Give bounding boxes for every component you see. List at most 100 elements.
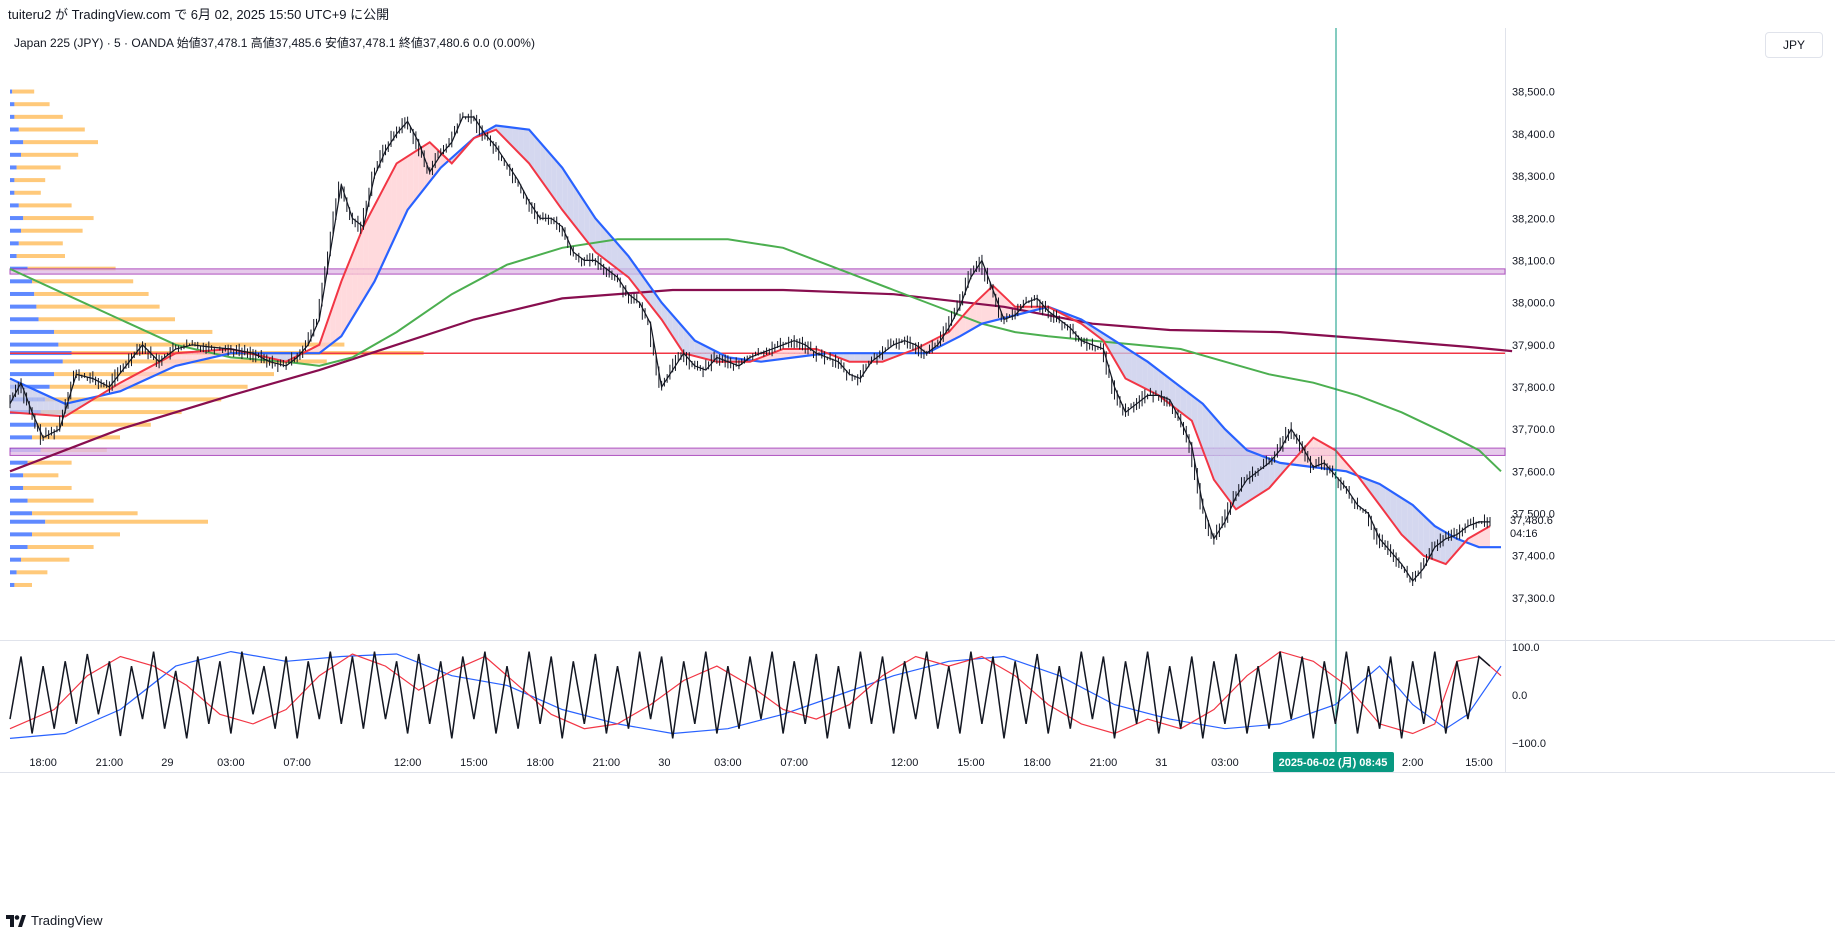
cloud-segment [148, 365, 154, 379]
cloud-segment [1191, 395, 1198, 436]
time-tick-label: 03:00 [714, 757, 742, 769]
cloud-segment [59, 401, 66, 417]
cloud-segment [683, 327, 690, 355]
ma-cloud [10, 125, 1490, 565]
cloud-segment [860, 353, 866, 362]
support-zone [9, 447, 1506, 456]
cloud-segment [1484, 526, 1490, 548]
vp-bar-orange [21, 152, 79, 157]
vp-bar-blue [10, 519, 46, 524]
cloud-segment [54, 398, 60, 417]
vp-bar-orange [36, 304, 160, 309]
cloud-segment [1208, 410, 1214, 480]
vp-bar-orange [18, 127, 85, 132]
cloud-segment [888, 353, 894, 360]
vp-bar-blue [10, 291, 35, 296]
cloud-segment [1092, 326, 1098, 337]
cloud-segment [352, 240, 358, 319]
publish-line: tuiteru2 が TradingView.com で 6月 02, 2025… [8, 7, 390, 22]
vp-bar-orange [21, 228, 83, 233]
vp-bar-orange [27, 460, 72, 465]
cloud-segment [595, 218, 601, 257]
cloud-segment [1224, 429, 1231, 502]
vp-bar-blue [10, 329, 54, 334]
cloud-segment [1329, 447, 1336, 470]
vp-bar-orange [23, 485, 72, 490]
vp-bar-orange [49, 384, 248, 389]
price-chart[interactable]: 38,500.0 38,400.0 38,300.0 38,200.0 38,100.0… [0, 0, 1835, 910]
cloud-segment [153, 362, 160, 376]
cloud-segment [197, 351, 204, 361]
cloud-segment [854, 353, 861, 362]
vp-bar-orange [54, 329, 213, 334]
time-tick-label: 31 [1155, 757, 1167, 769]
cloud-segment [501, 126, 508, 141]
cloud-segment [1241, 444, 1248, 506]
cloud-segment [1213, 416, 1220, 488]
vp-bar-blue [10, 422, 37, 427]
cloud-segment [606, 230, 612, 265]
ma-fast-line [9, 128, 1491, 566]
ma-long-line [9, 288, 1513, 473]
osc-tick-label: 0.0 [1512, 690, 1527, 702]
time-tick-label: 15:00 [957, 757, 985, 769]
price-tick-label: 37,300.0 [1512, 593, 1555, 605]
vp-bar-orange [45, 519, 209, 524]
cloud-segment [556, 161, 563, 210]
cloud-segment [1202, 403, 1209, 465]
price-tick-label: 37,600.0 [1512, 466, 1555, 478]
cloud-segment [330, 297, 336, 345]
cloud-segment [407, 152, 414, 210]
vp-bar-blue [10, 241, 19, 246]
cloud-segment [534, 136, 541, 179]
cloud-segment [617, 243, 623, 274]
vp-bar-blue [10, 152, 21, 157]
brand-name: TradingView [31, 913, 103, 928]
cloud-segment [799, 349, 806, 357]
symbol-legend: Japan 225 (JPY) · 5 · OANDA 始値37,478.1 高… [14, 36, 535, 50]
cloud-segment [573, 184, 579, 231]
cloud-segment [849, 353, 855, 362]
cloud-segment [418, 145, 425, 196]
cloud-segment [998, 291, 1005, 320]
vp-bar-orange [18, 203, 72, 208]
cloud-segment [341, 267, 347, 337]
time-tick-label: 15:00 [460, 757, 488, 769]
cloud-segment [363, 216, 369, 300]
price-tick-label: 37,400.0 [1512, 551, 1555, 563]
cloud-segment [1418, 510, 1424, 556]
cloud-segment [324, 313, 331, 349]
cloud-segment [512, 127, 519, 153]
vp-bar-orange [14, 102, 50, 107]
vp-bar-blue [10, 557, 21, 562]
crosshair-date-tag [1273, 752, 1394, 772]
currency-button[interactable]: JPY [1765, 32, 1823, 58]
vp-bar-orange [23, 140, 99, 145]
cloud-segment [838, 353, 844, 360]
cloud-segment [380, 184, 386, 270]
vp-bar-blue [10, 473, 24, 478]
volume-profile [10, 89, 424, 587]
cloud-segment [1401, 498, 1408, 540]
vp-bar-orange [32, 511, 138, 516]
cloud-segment [1142, 358, 1148, 390]
time-tick-label: 12:00 [891, 757, 919, 769]
cloud-segment [181, 352, 187, 365]
cloud-segment [540, 142, 546, 187]
vp-bar-blue [10, 372, 54, 377]
cloud-segment [37, 391, 44, 415]
time-tick-label: 21:00 [593, 757, 621, 769]
cloud-segment [1180, 386, 1187, 417]
cloud-segment [1318, 440, 1325, 469]
vp-bar-orange [36, 422, 151, 427]
cloud-segment [1097, 330, 1104, 341]
vp-bar-blue [10, 359, 63, 364]
vp-bar-blue [10, 127, 19, 132]
cloud-segment [1219, 422, 1225, 495]
crosshair-date-label: 2025-06-02 (月) 08:45 [1279, 756, 1388, 769]
vp-bar-blue [10, 203, 19, 208]
cloud-segment [1296, 450, 1303, 466]
cloud-segment [413, 149, 419, 203]
vp-bar-orange [34, 291, 149, 296]
osc-tick-label: −100.0 [1512, 738, 1546, 750]
